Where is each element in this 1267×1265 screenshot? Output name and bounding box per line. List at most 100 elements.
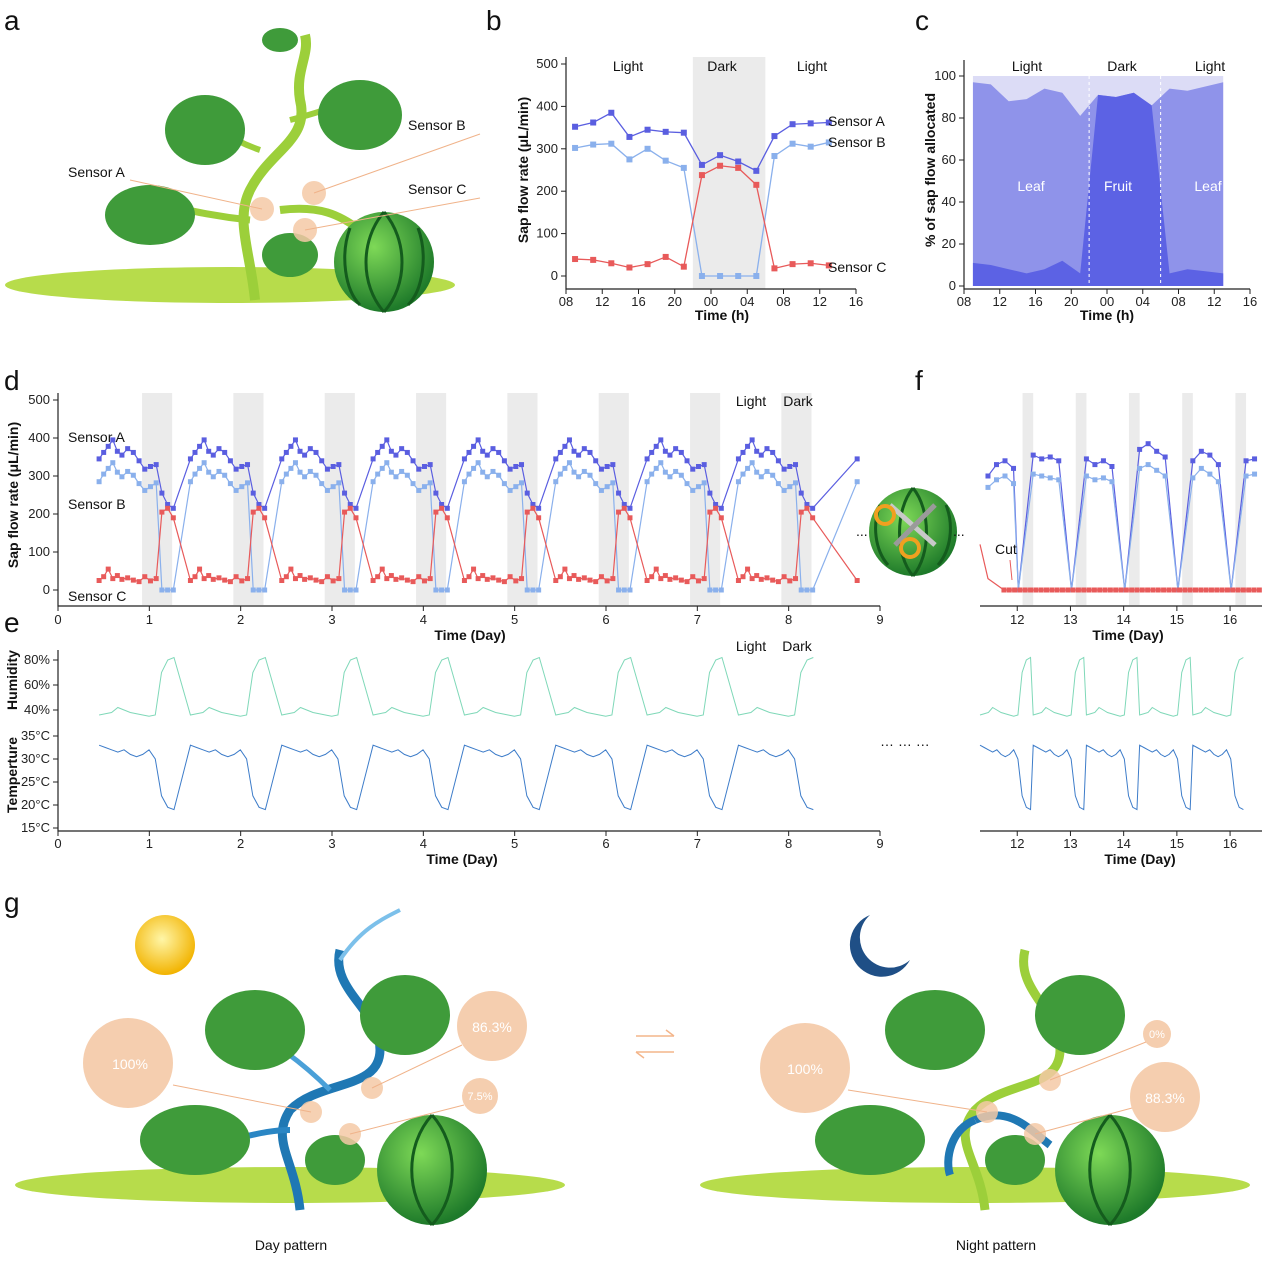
b-period-light-2: Light xyxy=(797,58,827,74)
b-point xyxy=(572,123,579,130)
b-point xyxy=(771,153,778,160)
f-point xyxy=(1145,441,1151,447)
f-point xyxy=(1214,587,1220,593)
d-point xyxy=(206,573,212,579)
d-point xyxy=(610,462,616,468)
d-point xyxy=(707,587,713,593)
day-pattern-illustration xyxy=(15,908,565,1227)
d-xtick-label: 0 xyxy=(54,612,61,627)
f-point xyxy=(1109,479,1115,485)
b-xtick-label: 08 xyxy=(776,294,790,309)
d-point xyxy=(484,452,490,458)
d-point xyxy=(125,468,131,474)
d-point xyxy=(292,437,298,443)
d-point xyxy=(471,465,477,471)
d-point xyxy=(393,452,399,458)
night-value-sensor-b: 0% xyxy=(1149,1029,1165,1041)
d-point xyxy=(142,487,148,493)
d-point xyxy=(581,468,587,474)
d-point xyxy=(793,576,799,582)
d-point xyxy=(130,449,136,455)
d-point xyxy=(159,587,165,593)
c-period-dark: Dark xyxy=(1107,58,1138,74)
d-point xyxy=(136,579,142,585)
d-point xyxy=(256,505,262,511)
f-point xyxy=(1235,587,1241,593)
d-point xyxy=(170,505,176,511)
d-point xyxy=(621,505,627,511)
e-axes xyxy=(57,650,1262,832)
d-point xyxy=(798,509,804,515)
f-point xyxy=(1171,587,1177,593)
d-point xyxy=(444,505,450,511)
d-point xyxy=(353,505,359,511)
f-point xyxy=(1190,475,1196,481)
d-point xyxy=(239,578,245,584)
d-point xyxy=(319,481,325,487)
c-xtick-label: 16 xyxy=(1243,294,1257,309)
f-point xyxy=(1070,587,1076,593)
f-xtick-label: 14 xyxy=(1116,612,1130,627)
d-point xyxy=(513,578,519,584)
b-period-dark: Dark xyxy=(707,58,738,74)
c-xtick-label: 20 xyxy=(1064,294,1078,309)
ellipsis-f: ... xyxy=(953,523,965,539)
d-point xyxy=(718,505,724,511)
b-ytick-label: 400 xyxy=(536,98,558,113)
e-legend-dark: Dark xyxy=(782,638,813,654)
d-point xyxy=(153,576,159,582)
d-point xyxy=(566,460,572,466)
f-dark-region xyxy=(1075,393,1087,605)
d-point xyxy=(197,566,203,572)
d-point xyxy=(571,448,577,454)
d-point xyxy=(353,515,359,521)
d-legend-dark: Dark xyxy=(783,393,814,409)
d-point xyxy=(375,574,381,580)
d-point xyxy=(227,579,233,585)
d-point xyxy=(105,465,111,471)
d-point xyxy=(239,464,245,469)
f-point xyxy=(1137,446,1143,452)
d-point xyxy=(342,490,348,496)
d-point xyxy=(187,456,193,462)
d-point xyxy=(101,574,107,580)
e-xtick-label: 4 xyxy=(420,836,427,851)
d-point xyxy=(621,502,627,507)
d-point xyxy=(370,479,376,485)
c-xtick-label: 16 xyxy=(1028,294,1042,309)
d-point xyxy=(775,458,781,464)
d-point xyxy=(427,462,433,468)
d-point xyxy=(758,452,764,458)
f-point xyxy=(1011,481,1017,487)
b-point xyxy=(825,262,832,269)
d-point xyxy=(598,574,604,580)
d-point xyxy=(379,465,385,471)
d-point xyxy=(125,575,131,581)
f-point xyxy=(1240,587,1246,593)
d-point xyxy=(433,509,439,515)
d-point xyxy=(787,484,793,490)
f-point xyxy=(1039,456,1045,462)
d-point xyxy=(147,464,153,469)
c-fruit-area xyxy=(972,92,1224,286)
d-point xyxy=(745,566,751,572)
d-point xyxy=(695,578,701,584)
d-point xyxy=(342,509,348,515)
d-point xyxy=(690,466,696,472)
panel-label-d: d xyxy=(4,365,20,396)
sensor-a-label: Sensor A xyxy=(68,164,125,180)
c-ylabel: % of sap flow allocated xyxy=(922,93,938,247)
d-point xyxy=(307,446,313,452)
f-point xyxy=(1150,587,1156,593)
d-point xyxy=(740,471,746,477)
d-ytick-label: 500 xyxy=(28,392,50,407)
d-point xyxy=(114,469,120,475)
f-xtick-label: 15 xyxy=(1170,612,1184,627)
d-point xyxy=(557,574,563,580)
d-point xyxy=(587,472,593,478)
f-point xyxy=(1198,465,1204,471)
d-point xyxy=(501,458,507,464)
f-point xyxy=(1252,456,1258,462)
d-point xyxy=(810,587,816,593)
d-point xyxy=(673,468,679,474)
